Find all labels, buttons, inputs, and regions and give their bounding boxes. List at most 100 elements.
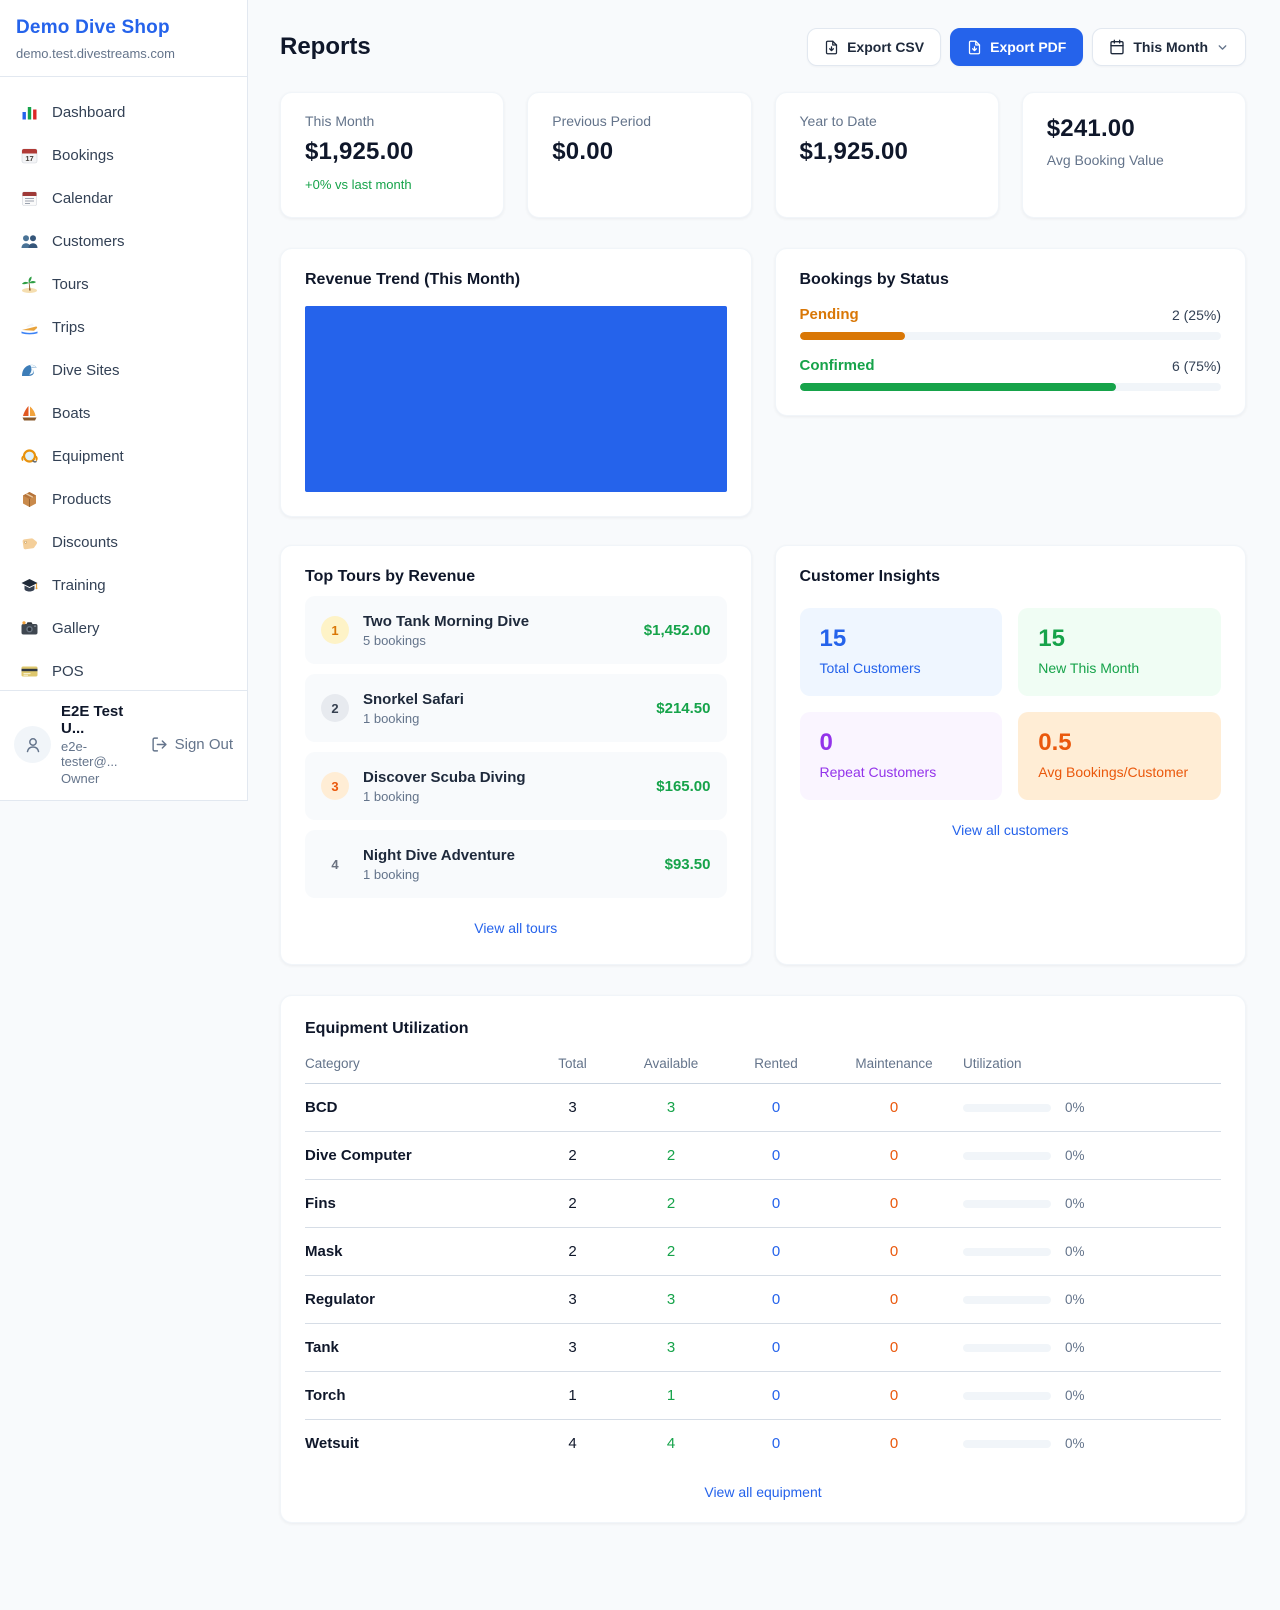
utilization-cell: 0% bbox=[963, 1292, 1221, 1307]
rank-badge: 2 bbox=[321, 694, 349, 722]
customers-icon bbox=[20, 232, 39, 251]
calendar-icon bbox=[20, 189, 39, 208]
tour-bookings: 5 bookings bbox=[363, 632, 426, 648]
tile-value: 0 bbox=[819, 729, 833, 756]
status-label: Confirmed bbox=[799, 357, 875, 374]
cell-available: 4 bbox=[666, 1435, 676, 1452]
sidebar-item-tours[interactable]: Tours bbox=[8, 263, 239, 306]
status-row-confirmed: Confirmed 6 (75%) bbox=[799, 357, 1221, 391]
main-content: Reports Export CSV Export PDF This Month bbox=[248, 0, 1280, 1523]
tile-value: 0.5 bbox=[1038, 729, 1072, 756]
sidebar-item-products[interactable]: Products bbox=[8, 478, 239, 521]
cell-rented: 0 bbox=[727, 1131, 825, 1180]
utilization-bar bbox=[963, 1343, 1051, 1352]
sidebar-item-customers[interactable]: Customers bbox=[8, 220, 239, 263]
period-select[interactable]: This Month bbox=[1092, 28, 1246, 66]
tour-name: Snorkel Safari bbox=[363, 690, 464, 708]
utilization-cell: 0% bbox=[963, 1196, 1221, 1211]
cell-maintenance: 0 bbox=[825, 1179, 963, 1228]
col-header-rented: Rented bbox=[727, 1056, 825, 1084]
cell-maintenance: 0 bbox=[825, 1227, 963, 1276]
stat-card-avg-booking-value: $241.00 Avg Booking Value bbox=[1021, 92, 1246, 218]
status-count: 6 (75%) bbox=[1171, 357, 1221, 374]
utilization-bar bbox=[963, 1391, 1051, 1400]
utilization-text: 0% bbox=[1065, 1436, 1085, 1451]
utilization-bar bbox=[963, 1103, 1051, 1112]
cell-available: 2 bbox=[615, 1179, 727, 1228]
user-section: E2E Test U... e2e-tester@... Owner Sign … bbox=[0, 690, 247, 800]
export-pdf-button[interactable]: Export PDF bbox=[950, 28, 1084, 66]
cell-maintenance: 0 bbox=[825, 1131, 963, 1180]
cell-category: Dive Computer bbox=[305, 1131, 530, 1180]
utilization-bar bbox=[963, 1199, 1051, 1208]
sidebar-item-label: Discounts bbox=[52, 534, 118, 551]
cell-category: BCD bbox=[305, 1083, 530, 1132]
sidebar: Demo Dive Shop demo.test.divestreams.com… bbox=[0, 0, 248, 801]
sidebar-item-label: Bookings bbox=[52, 147, 114, 164]
sidebar-item-bookings[interactable]: 17 Bookings bbox=[8, 134, 239, 177]
view-all-tours-link[interactable]: View all tours bbox=[474, 920, 558, 936]
sidebar-item-equipment[interactable]: Equipment bbox=[8, 435, 239, 478]
view-all-equipment-link[interactable]: View all equipment bbox=[704, 1484, 822, 1500]
tile-label: New This Month bbox=[1038, 660, 1140, 676]
rank-badge: 3 bbox=[321, 772, 349, 800]
tour-name: Night Dive Adventure bbox=[363, 846, 515, 864]
cell-maintenance: 0 bbox=[825, 1275, 963, 1324]
equipment-utilization-title: Equipment Utilization bbox=[305, 1020, 469, 1037]
customer-insights-panel: Customer Insights 15 Total Customers 15 … bbox=[774, 545, 1246, 965]
cell-total: 3 bbox=[530, 1083, 615, 1132]
sign-out-button[interactable]: Sign Out bbox=[151, 736, 233, 753]
cell-total: 2 bbox=[530, 1131, 615, 1180]
rank-badge: 1 bbox=[321, 616, 349, 644]
col-header-utilization: Utilization bbox=[963, 1056, 1221, 1084]
progress-fill bbox=[799, 332, 905, 340]
table-row: Wetsuit 4 4 0 0 0% bbox=[305, 1420, 1221, 1463]
tour-name: Two Tank Morning Dive bbox=[363, 612, 530, 630]
utilization-text: 0% bbox=[1065, 1148, 1085, 1163]
rank-badge: 4 bbox=[331, 856, 339, 872]
sidebar-item-dashboard[interactable]: Dashboard bbox=[8, 91, 239, 134]
cell-available: 3 bbox=[615, 1323, 727, 1372]
cell-category: Fins bbox=[305, 1179, 530, 1228]
svg-text:17: 17 bbox=[25, 154, 33, 163]
bookings-by-status-title: Bookings by Status bbox=[799, 271, 949, 288]
stat-card-this-month: This Month $1,925.00 +0% vs last month bbox=[280, 92, 505, 218]
sidebar-item-label: Training bbox=[52, 577, 106, 594]
bookings-by-status-panel: Bookings by Status Pending 2 (25%) Confi… bbox=[774, 248, 1246, 416]
sidebar-item-pos[interactable]: POS bbox=[8, 650, 239, 690]
sidebar-item-training[interactable]: Training bbox=[8, 564, 239, 607]
table-row: Tank 3 3 0 0 0% bbox=[305, 1323, 1221, 1372]
sidebar-item-boats[interactable]: Boats bbox=[8, 392, 239, 435]
insight-tile-repeat-customers: 0 Repeat Customers bbox=[799, 712, 1003, 800]
cell-rented: 0 bbox=[727, 1323, 825, 1372]
sidebar-item-calendar[interactable]: Calendar bbox=[8, 177, 239, 220]
tour-revenue: $93.50 bbox=[664, 855, 711, 873]
utilization-text: 0% bbox=[1065, 1196, 1085, 1211]
cell-available: 3 bbox=[615, 1275, 727, 1324]
cell-maintenance: 0 bbox=[825, 1323, 963, 1372]
sidebar-item-discounts[interactable]: Discounts bbox=[8, 521, 239, 564]
cell-rented: 0 bbox=[727, 1083, 825, 1132]
dive-sites-icon bbox=[20, 361, 39, 380]
shop-domain: demo.test.divestreams.com bbox=[16, 46, 175, 61]
sidebar-item-label: Trips bbox=[52, 319, 85, 336]
tour-row: 1 Two Tank Morning Dive 5 bookings $1,45… bbox=[305, 596, 727, 664]
utilization-text: 0% bbox=[1065, 1244, 1085, 1259]
trips-icon bbox=[20, 318, 39, 337]
cell-rented: 0 bbox=[771, 1435, 781, 1452]
sidebar-item-trips[interactable]: Trips bbox=[8, 306, 239, 349]
sidebar-item-label: Products bbox=[52, 491, 112, 508]
sidebar-item-label: Dive Sites bbox=[52, 362, 120, 379]
export-csv-button[interactable]: Export CSV bbox=[807, 28, 942, 66]
stat-value: $1,925.00 bbox=[799, 138, 909, 165]
sidebar-item-label: Calendar bbox=[52, 190, 113, 207]
export-pdf-label: Export PDF bbox=[990, 39, 1067, 55]
sidebar-item-dive-sites[interactable]: Dive Sites bbox=[8, 349, 239, 392]
products-icon bbox=[20, 490, 39, 509]
tour-bookings: 1 booking bbox=[363, 788, 420, 804]
sidebar-item-gallery[interactable]: Gallery bbox=[8, 607, 239, 650]
stat-label: Year to Date bbox=[799, 113, 877, 129]
tour-bookings: 1 booking bbox=[363, 866, 420, 882]
stats-grid: This Month $1,925.00 +0% vs last month P… bbox=[280, 92, 1246, 218]
view-all-customers-link[interactable]: View all customers bbox=[952, 822, 1069, 838]
